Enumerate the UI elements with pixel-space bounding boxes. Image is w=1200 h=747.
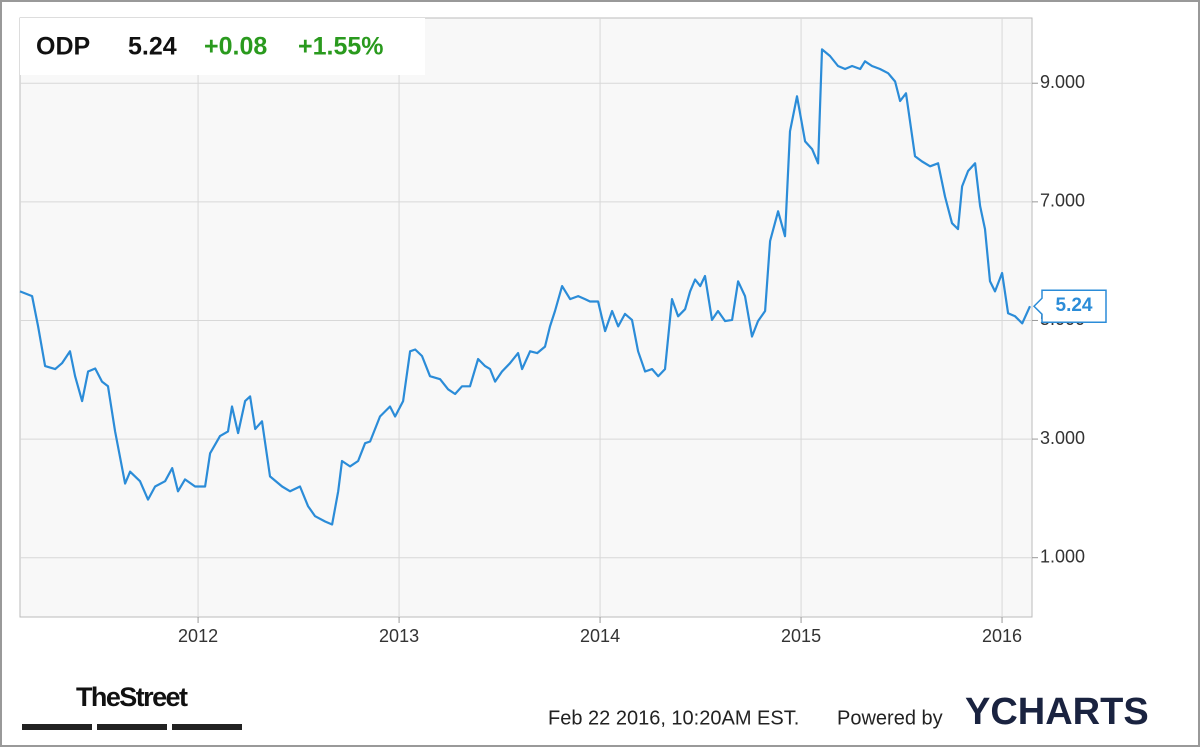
logo-bar: [22, 724, 92, 730]
last-value-label: 5.24: [1032, 289, 1107, 323]
y-tick-label: 1.000: [1040, 546, 1085, 566]
grid: [20, 18, 1038, 623]
x-tick-label: 2012: [178, 626, 218, 646]
change-pct: +1.55%: [298, 33, 384, 61]
price-line: [19, 48, 1032, 526]
timestamp: Feb 22 2016, 10:20AM EST.: [548, 707, 799, 729]
y-tick-label: 3.000: [1040, 428, 1085, 448]
logo-bar: [172, 724, 242, 730]
y-tick-label: 7.000: [1040, 191, 1085, 211]
brand: YCHARTS: [965, 691, 1149, 733]
logo-bar: [97, 724, 167, 730]
header-box: [20, 18, 425, 75]
last-value-box: [1032, 289, 1107, 323]
y-tick-label: 9.000: [1040, 72, 1085, 92]
price: 5.24: [128, 33, 177, 61]
symbol: ODP: [36, 33, 90, 61]
x-tick-label: 2015: [781, 626, 821, 646]
change: +0.08: [204, 33, 267, 61]
series-layer: [19, 48, 1032, 526]
logo: TheStreet: [76, 682, 188, 712]
x-tick-label: 2016: [982, 626, 1022, 646]
plot-area: [19, 17, 1033, 618]
x-tick-label: 2014: [580, 626, 620, 646]
last-value-text: 5.24: [1056, 295, 1093, 316]
x-tick-label: 2013: [379, 626, 419, 646]
powered-by: Powered by: [837, 707, 943, 729]
